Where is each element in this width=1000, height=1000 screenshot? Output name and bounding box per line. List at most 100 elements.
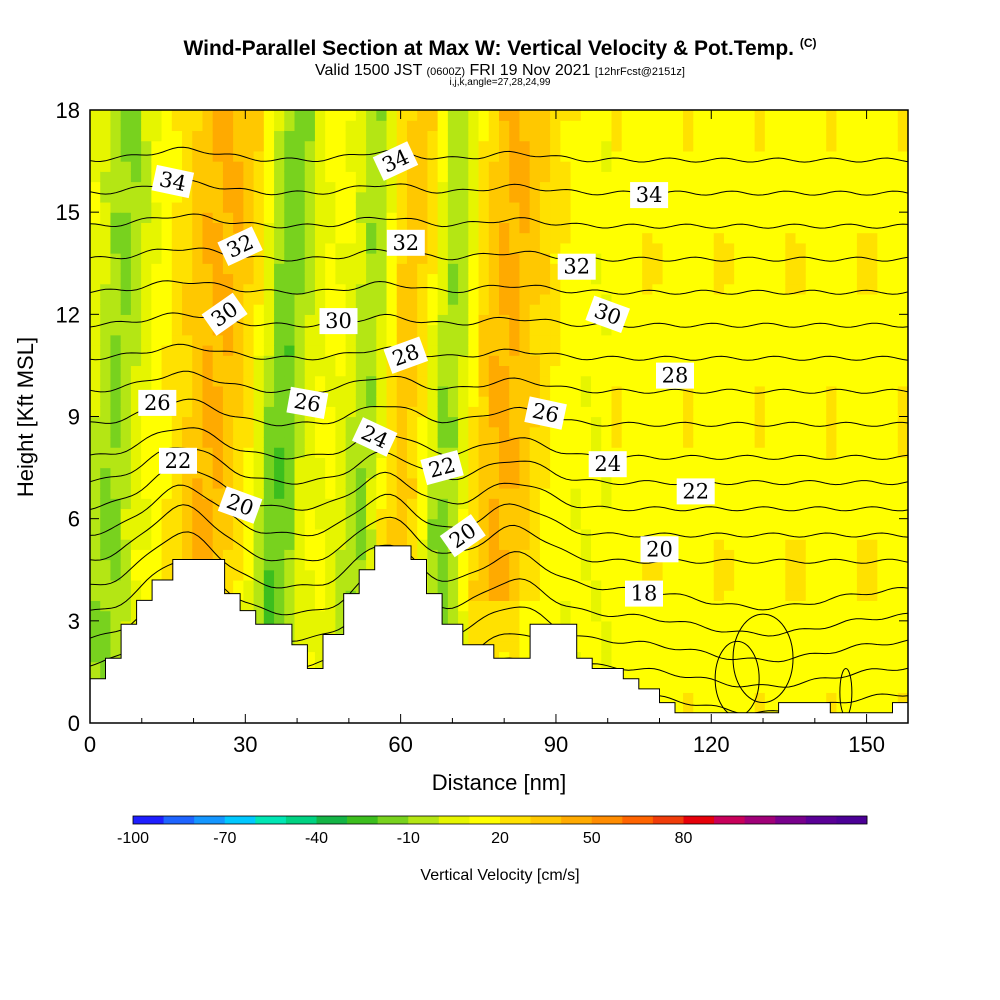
velocity-cell <box>212 426 224 438</box>
velocity-cell <box>284 467 296 479</box>
velocity-cell <box>713 344 725 356</box>
velocity-cell <box>754 314 766 326</box>
velocity-cell <box>274 181 285 193</box>
velocity-cell <box>396 406 408 418</box>
velocity-cell <box>775 150 786 162</box>
velocity-cell <box>693 590 705 601</box>
velocity-cell <box>539 161 551 172</box>
velocity-cell <box>263 436 275 448</box>
velocity-cell <box>775 212 786 223</box>
velocity-cell <box>314 344 326 356</box>
velocity-cell <box>764 631 776 642</box>
velocity-cell <box>897 396 908 407</box>
velocity-cell <box>703 120 715 132</box>
velocity-cell <box>693 232 705 244</box>
velocity-cell <box>314 232 326 244</box>
velocity-cell <box>100 477 112 489</box>
velocity-cell <box>846 201 858 213</box>
velocity-cell <box>887 590 899 601</box>
velocity-cell <box>171 130 183 142</box>
velocity-cell <box>856 406 868 418</box>
velocity-cell <box>570 385 582 397</box>
velocity-cell <box>366 498 377 510</box>
velocity-cell <box>417 467 429 479</box>
velocity-cell <box>458 559 469 571</box>
velocity-cell <box>744 518 756 530</box>
velocity-cell <box>795 212 807 223</box>
y-tick-label: 6 <box>68 507 80 532</box>
velocity-cell <box>376 181 388 193</box>
velocity-cell <box>468 426 480 438</box>
velocity-cell <box>672 406 684 418</box>
velocity-cell <box>764 651 776 663</box>
velocity-cell <box>406 508 418 520</box>
velocity-cell <box>539 334 551 346</box>
velocity-cell <box>417 283 429 295</box>
velocity-cell <box>437 488 449 499</box>
velocity-cell <box>877 365 889 377</box>
velocity-cell <box>887 385 899 397</box>
velocity-cell <box>826 212 838 223</box>
velocity-cell <box>345 426 357 438</box>
velocity-cell <box>683 518 694 530</box>
velocity-cell <box>120 344 132 356</box>
velocity-cell <box>263 447 275 458</box>
velocity-cell <box>805 406 817 418</box>
velocity-cell <box>713 110 725 121</box>
velocity-cell <box>795 426 807 438</box>
velocity-cell <box>294 457 306 469</box>
colorbar-swatch <box>805 816 837 824</box>
velocity-cell <box>396 447 408 458</box>
velocity-cell <box>703 191 715 203</box>
velocity-cell <box>110 457 122 469</box>
velocity-cell <box>243 436 255 448</box>
velocity-cell <box>611 201 623 213</box>
velocity-cell <box>764 671 776 683</box>
velocity-cell <box>550 242 561 254</box>
velocity-cell <box>314 436 326 448</box>
velocity-cell <box>877 590 889 601</box>
velocity-cell <box>846 396 858 407</box>
velocity-cell <box>335 477 347 489</box>
velocity-cell <box>642 344 653 356</box>
velocity-cell <box>580 344 592 356</box>
velocity-cell <box>826 355 838 367</box>
velocity-cell <box>570 344 582 356</box>
velocity-cell <box>601 661 613 673</box>
velocity-cell <box>100 467 112 479</box>
velocity-cell <box>468 150 480 162</box>
velocity-cell <box>202 293 214 305</box>
velocity-cell <box>805 232 817 244</box>
velocity-cell <box>222 324 234 336</box>
velocity-cell <box>723 334 735 346</box>
velocity-cell <box>304 631 316 642</box>
velocity-cell <box>499 201 510 213</box>
velocity-cell <box>458 569 469 581</box>
velocity-cell <box>611 426 623 438</box>
velocity-cell <box>693 692 705 704</box>
subtitle-grid-indices: i,j,k,angle=27,28,24,99 <box>449 77 551 88</box>
velocity-cell <box>550 396 561 407</box>
velocity-cell <box>458 447 469 458</box>
velocity-cell <box>672 222 684 234</box>
velocity-cell <box>304 661 316 673</box>
velocity-cell <box>672 191 684 203</box>
velocity-cell <box>836 549 848 561</box>
velocity-cell <box>222 375 234 387</box>
velocity-cell <box>621 385 633 397</box>
velocity-cell <box>192 110 204 121</box>
velocity-cell <box>499 569 510 581</box>
velocity-cell <box>591 171 602 183</box>
velocity-cell <box>764 161 776 172</box>
velocity-cell <box>100 130 112 142</box>
velocity-cell <box>263 467 275 479</box>
velocity-cell <box>591 242 602 254</box>
velocity-cell <box>631 457 643 469</box>
velocity-cell <box>366 293 377 305</box>
velocity-cell <box>631 253 643 264</box>
velocity-cell <box>396 130 408 142</box>
velocity-cell <box>110 191 122 203</box>
velocity-cell <box>560 171 572 183</box>
velocity-cell <box>355 467 367 479</box>
velocity-cell <box>744 477 756 489</box>
